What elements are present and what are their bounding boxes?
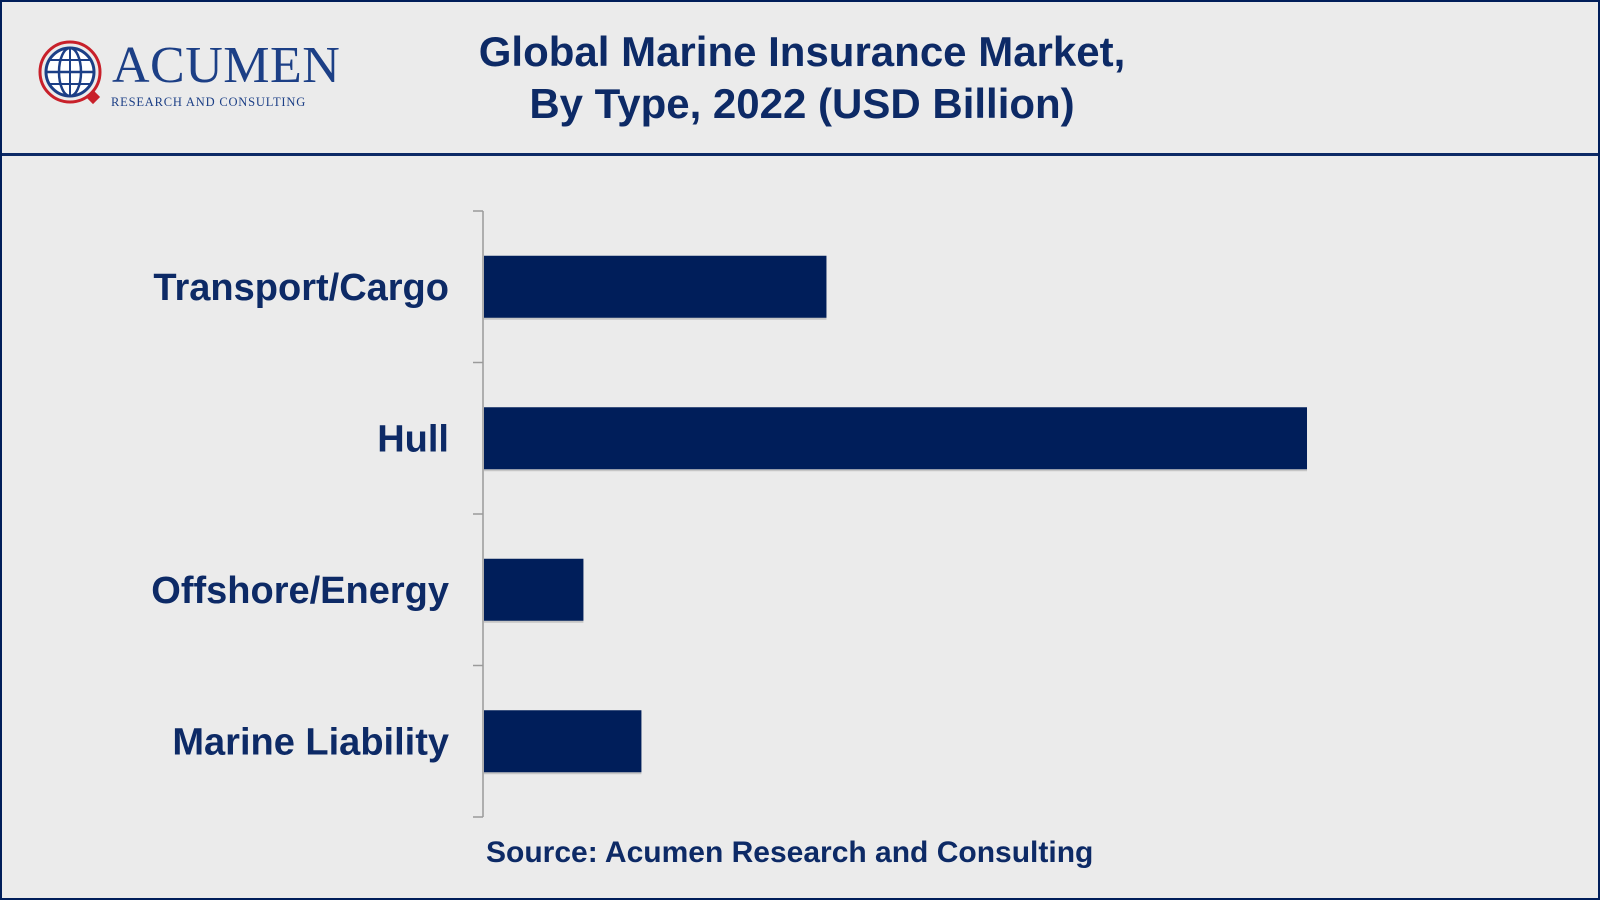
category-label: Offshore/Energy [151,570,449,612]
bar-marine-liability [484,710,642,773]
header: ACUMEN RESEARCH AND CONSULTING Global Ma… [2,2,1598,156]
chart-title-line-1: Global Marine Insurance Market, [478,28,1126,75]
chart-title: Global Marine Insurance Market, By Type,… [432,26,1172,130]
acumen-logo: ACUMEN RESEARCH AND CONSULTING [36,36,346,116]
category-label: Marine Liability [172,721,449,763]
logo-tagline: RESEARCH AND CONSULTING [111,95,307,109]
bar-chart-svg: Transport/Cargo Hull Offshore/Energy Marine… [151,210,1308,818]
globe-icon [38,40,102,105]
bar-hull [484,407,1308,470]
bar-offshore-energy [484,558,584,621]
chart-title-line-2: By Type, 2022 (USD Billion) [529,80,1075,127]
category-label: Transport/Cargo [153,267,449,309]
bar-chart: Transport/Cargo Hull Offshore/Energy Marine… [2,162,1598,822]
category-label: Hull [377,418,449,460]
bar-transport-cargo [484,255,827,318]
source-note: Source: Acumen Research and Consulting [486,836,1094,869]
logo-wordmark: ACUMEN [112,37,341,94]
